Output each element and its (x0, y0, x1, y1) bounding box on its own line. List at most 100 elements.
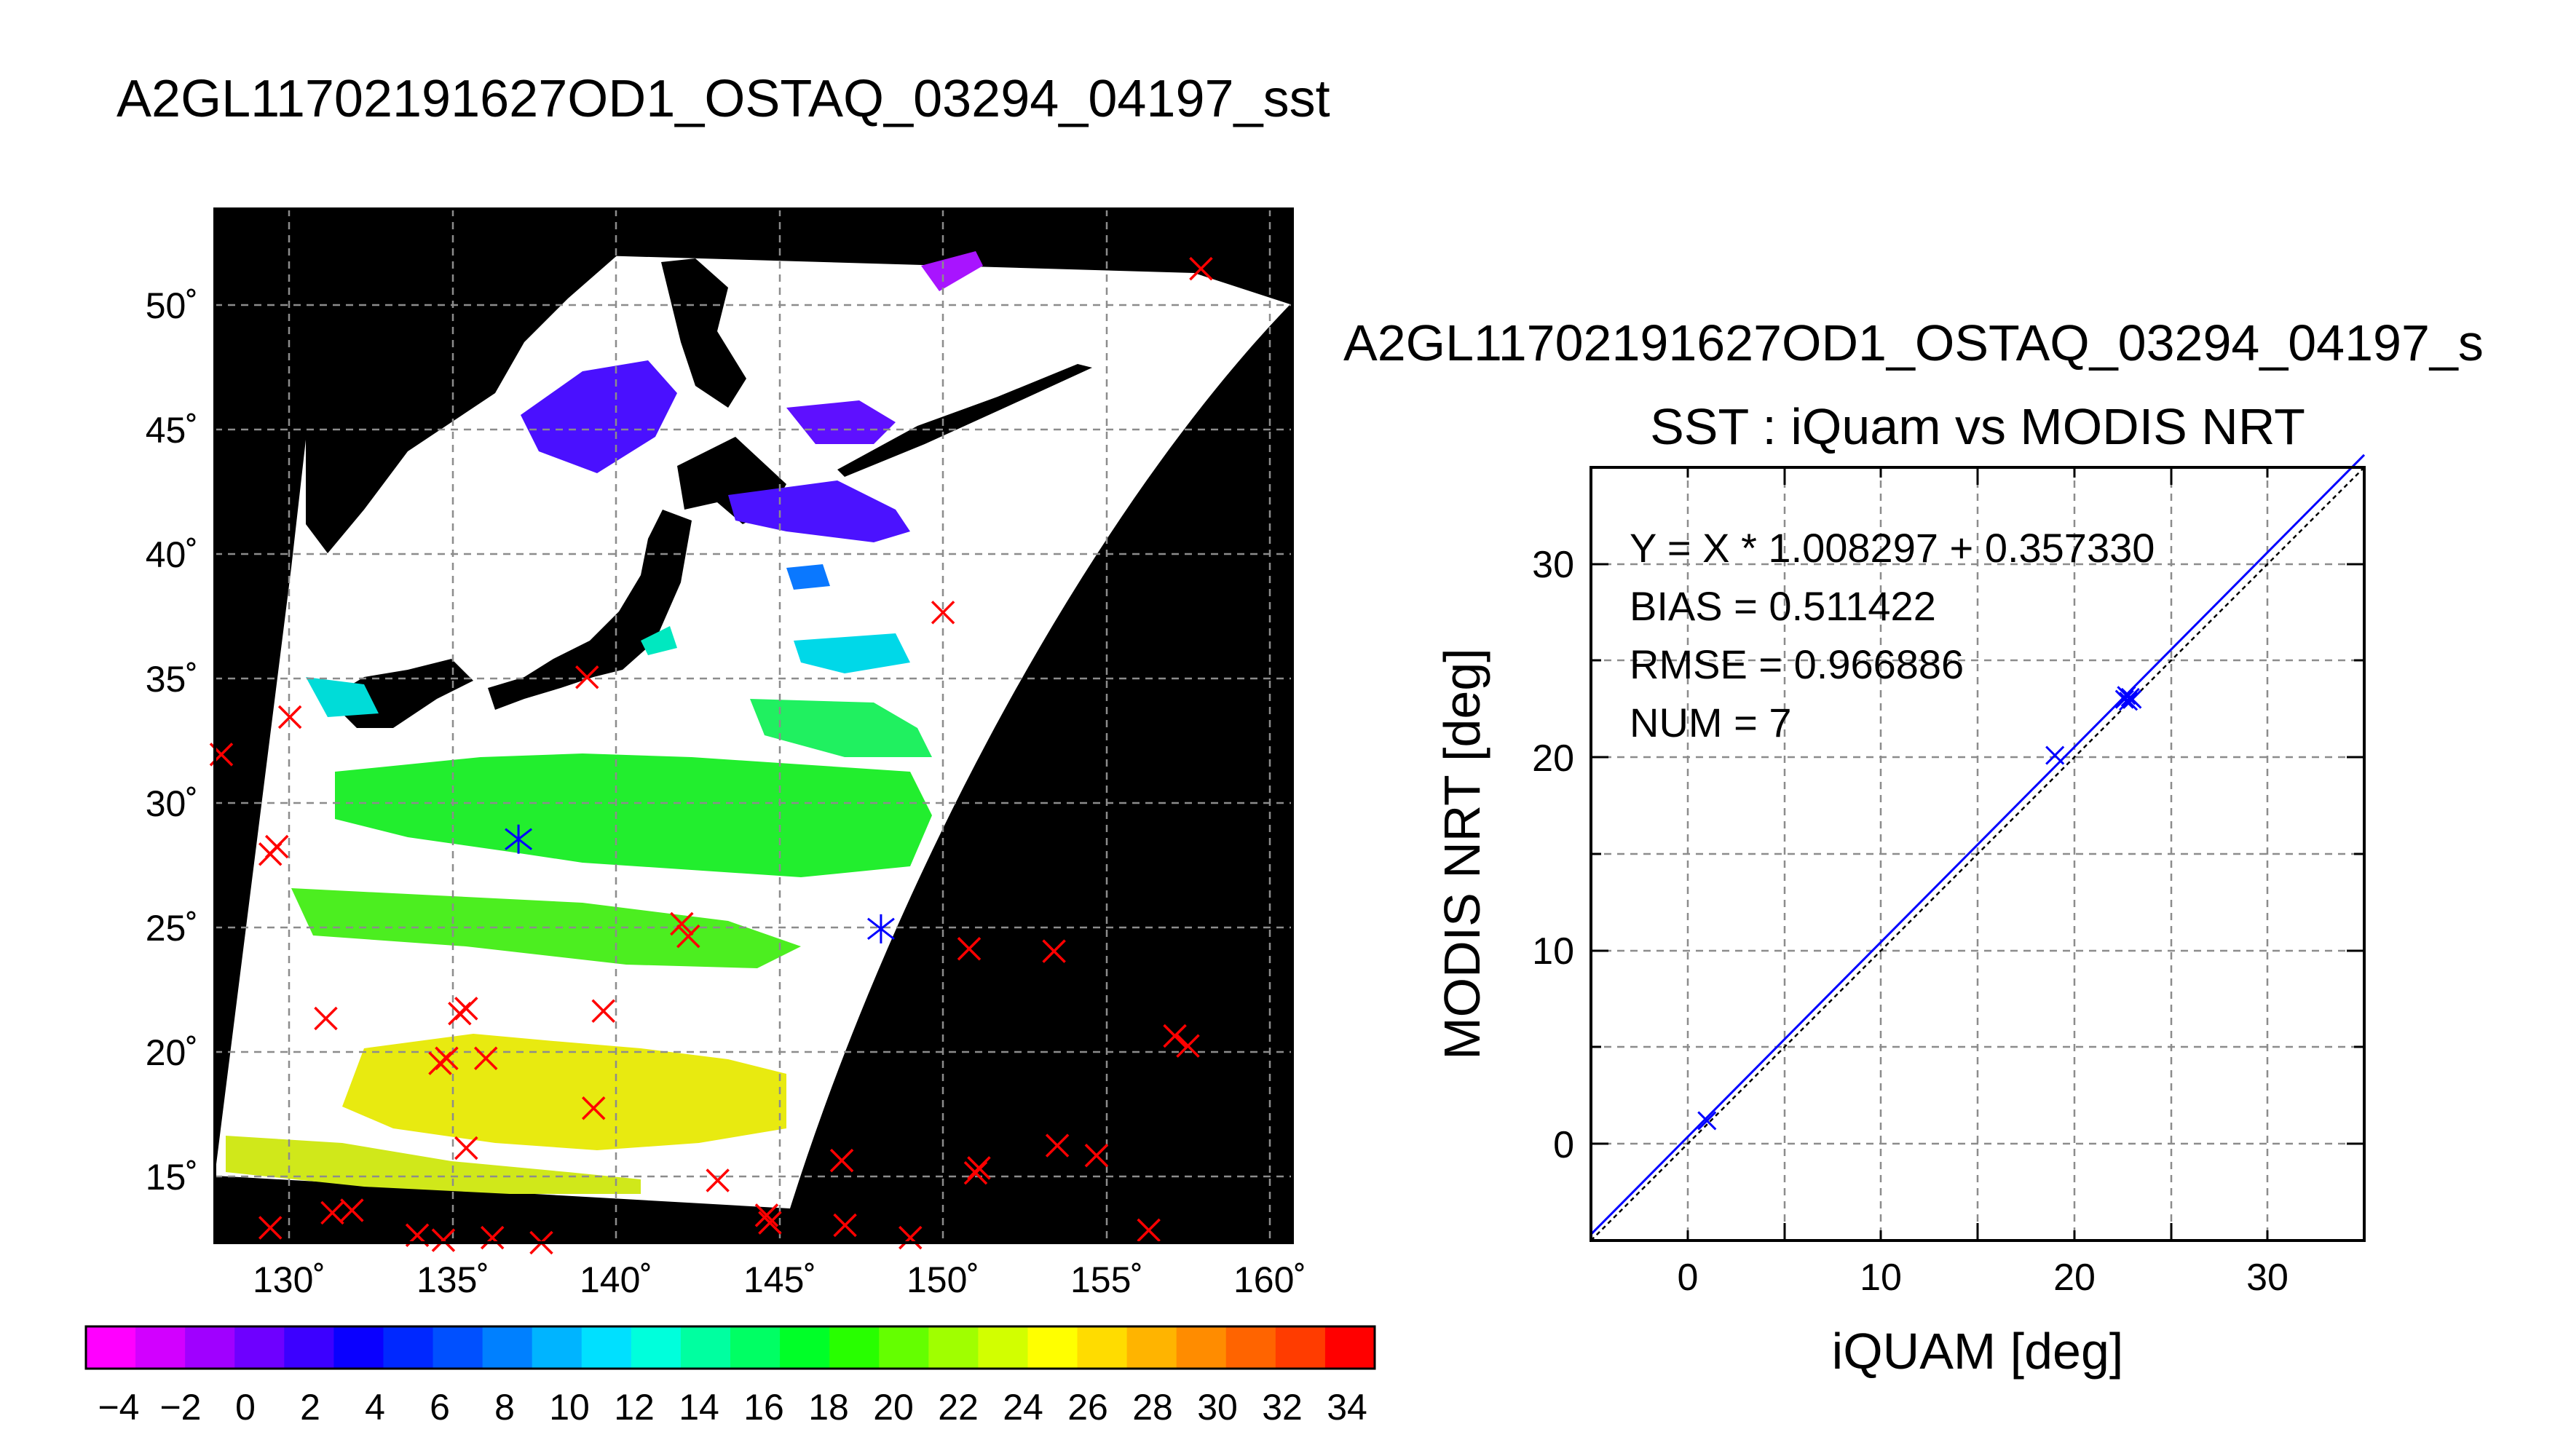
page-title: A2GL11702191627OD1_OSTAQ_03294_04197_sst (117, 70, 1330, 128)
scatter-title: SST : iQuam vs MODIS NRT (1650, 398, 2305, 455)
colorbar-cell (135, 1326, 186, 1369)
lat-label: 50˚ (146, 285, 198, 326)
data-point (454, 1136, 478, 1160)
lat-label: 35˚ (146, 659, 198, 700)
data-point (2117, 686, 2136, 705)
data-point (320, 1200, 344, 1225)
map-marks (209, 256, 1213, 1255)
data-point (591, 999, 615, 1024)
data-point (340, 1198, 364, 1222)
colorbar-label: 14 (679, 1387, 719, 1428)
data-point (1045, 1133, 1070, 1158)
sst-patch-green-1 (750, 699, 932, 757)
data-point (1163, 1024, 1187, 1048)
colorbar-cell (1275, 1326, 1326, 1369)
lat-label: 15˚ (146, 1157, 198, 1198)
colorbar-label: 6 (430, 1387, 450, 1428)
data-point (866, 914, 895, 943)
colorbar-label: 34 (1327, 1387, 1367, 1428)
y-tick-label: 10 (1532, 930, 1574, 973)
sst-patch-okhotsk (521, 360, 677, 473)
sst-patch-cyan (794, 633, 910, 673)
swath (215, 248, 1290, 1208)
data-point (670, 911, 694, 936)
data-point (1084, 1144, 1109, 1168)
scatter-y-axis-label: MODIS NRT [deg] (1434, 648, 1490, 1059)
data-point (676, 924, 700, 949)
colorbar-label: 12 (614, 1387, 655, 1428)
colorbar-cell (433, 1326, 483, 1369)
scatter-marks (1590, 454, 2366, 1241)
data-point (1137, 1218, 1161, 1243)
scatter-ticks (1591, 467, 2364, 1241)
colorbar-cell (978, 1326, 1028, 1369)
data-point (1042, 939, 1066, 963)
data-point (706, 1168, 730, 1192)
x-tick-label: 0 (1678, 1257, 1699, 1299)
data-point (258, 842, 283, 866)
lon-label: 135˚ (416, 1259, 489, 1300)
scatter-x-axis-label: iQUAM [deg] (1832, 1323, 2124, 1380)
colorbar-cell (284, 1326, 334, 1369)
data-point (2045, 745, 2065, 765)
colorbar-cell (234, 1326, 285, 1369)
colorbar-cell (185, 1326, 235, 1369)
data-point (829, 1148, 854, 1173)
sst-patch-north (921, 251, 983, 291)
lat-label: 25˚ (146, 908, 198, 949)
colorbar-cell (1324, 1326, 1375, 1369)
colorbar-label: 4 (365, 1387, 385, 1428)
land-mainland (306, 248, 626, 553)
data-point (480, 1225, 505, 1250)
y-tick-label: 0 (1553, 1124, 1574, 1166)
colorbar-cell (1126, 1326, 1177, 1369)
data-point (2119, 692, 2139, 711)
lat-label: 40˚ (146, 534, 198, 575)
data-point (505, 824, 533, 854)
scatter-y-labels: 0 10 20 30 (1532, 544, 1574, 1166)
lon-label: 145˚ (743, 1259, 816, 1300)
colorbar-label: −2 (159, 1387, 201, 1428)
data-point (833, 1213, 857, 1238)
identity-line (1590, 467, 2365, 1241)
lon-label: 155˚ (1070, 1259, 1143, 1300)
land (306, 248, 1092, 728)
lat-label: 20˚ (146, 1032, 198, 1073)
colorbar-label: 16 (743, 1387, 784, 1428)
colorbar-cell (1225, 1326, 1276, 1369)
data-point (1176, 1034, 1200, 1058)
colorbar-cell (532, 1326, 583, 1369)
colorbar-label: −4 (98, 1387, 139, 1428)
colorbar-cell (1027, 1326, 1078, 1369)
scatter-frame (1590, 466, 2366, 1242)
data-point (1189, 256, 1213, 281)
data-point (758, 1211, 782, 1235)
num-text: NUM = 7 (1630, 700, 1792, 745)
colorbar-cell (482, 1326, 533, 1369)
colorbar-cell (829, 1326, 880, 1369)
colorbar-cells (86, 1326, 1375, 1369)
colorbar-frame (84, 1325, 1376, 1370)
scatter-x-labels: 0 10 20 30 (1678, 1257, 2289, 1299)
land-honshu (488, 510, 692, 710)
colorbar-label: 24 (1003, 1387, 1043, 1428)
colorbar-label: 18 (808, 1387, 849, 1428)
colorbar-cell (928, 1326, 979, 1369)
data-point (754, 1203, 779, 1227)
data-point (258, 1216, 283, 1240)
data-point (931, 601, 955, 625)
colorbar-cell (879, 1326, 929, 1369)
map-frame (213, 207, 1294, 1244)
sst-patch-hokkaido-east (728, 480, 910, 542)
colorbar-cell (86, 1326, 136, 1369)
data-point (431, 1228, 456, 1252)
colorbar-label: 30 (1197, 1387, 1238, 1428)
data-point (2122, 689, 2142, 709)
colorbar-cell (730, 1326, 781, 1369)
scatter-grid (1591, 467, 2364, 1241)
sst-patch-okhotsk-east (786, 400, 896, 444)
colorbar-label: 26 (1067, 1387, 1108, 1428)
colorbar: −4 −2 0 2 4 6 8 10 12 14 16 18 20 22 24 … (84, 1325, 1376, 1428)
map-lon-labels: 130˚ 135˚ 140˚ 145˚ 150˚ 155˚ 160˚ (253, 1259, 1306, 1300)
map-lat-labels: 15˚ 20˚ 25˚ 30˚ 35˚ 40˚ 45˚ 50˚ (146, 285, 198, 1198)
